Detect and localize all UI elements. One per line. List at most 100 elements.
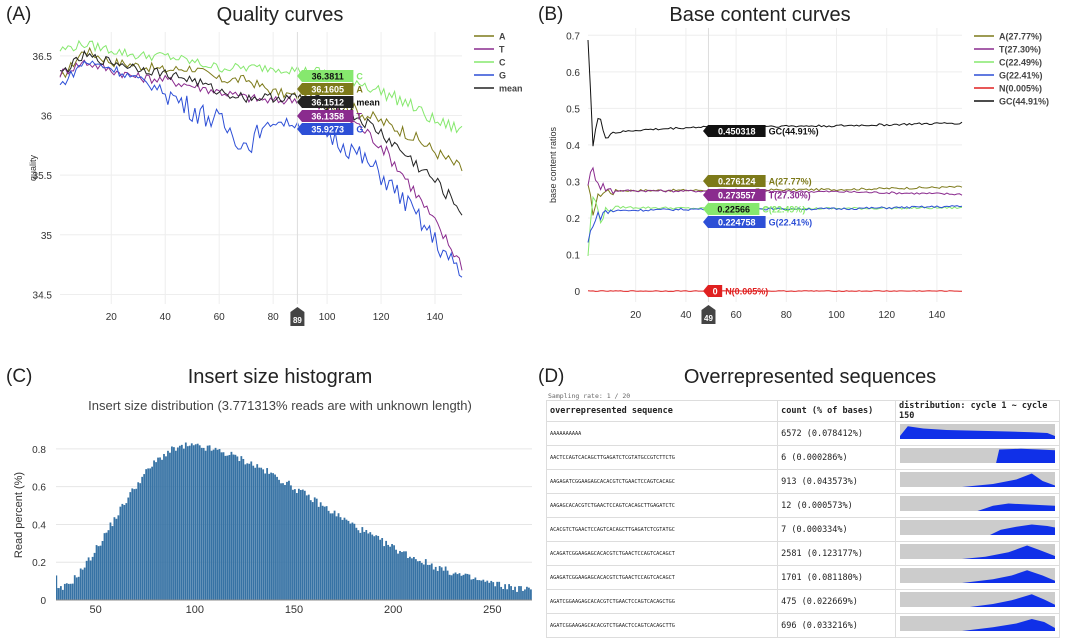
histogram-bar bbox=[319, 502, 322, 600]
x-tick-label: 250 bbox=[483, 604, 501, 616]
histogram-bar bbox=[480, 580, 483, 600]
histogram-bar bbox=[171, 446, 173, 600]
histogram-bar bbox=[450, 575, 453, 600]
y-tick-label: 0 bbox=[40, 596, 46, 607]
histogram-bar bbox=[506, 589, 509, 600]
histogram-bar bbox=[89, 560, 92, 600]
histogram-bar bbox=[371, 534, 374, 600]
distribution-cell bbox=[895, 469, 1060, 494]
cursor-value: 89 bbox=[293, 316, 302, 325]
histogram-bar bbox=[141, 476, 144, 600]
histogram-bar bbox=[184, 442, 187, 600]
histogram-bar bbox=[466, 573, 469, 600]
tooltip-box-A bbox=[297, 83, 354, 95]
histogram-bar bbox=[307, 494, 310, 600]
y-tick-label: 0.2 bbox=[32, 558, 46, 569]
histogram-bar bbox=[129, 492, 132, 600]
distribution-area bbox=[900, 594, 1055, 607]
histogram-bar bbox=[528, 587, 530, 600]
histogram-bar bbox=[119, 506, 122, 600]
histogram-bar bbox=[317, 506, 320, 600]
histogram-bar bbox=[147, 468, 150, 600]
histogram-bar bbox=[395, 549, 397, 600]
histogram-bar bbox=[111, 526, 114, 600]
sequence-cell: AAGAGATCGGAAGAGCACACGTCTGAACTCCAGTCACAGC bbox=[545, 469, 779, 494]
legend-label-gc: GC(44.91%) bbox=[999, 97, 1049, 107]
table-row: AAGAGATCGGAAGAGCACACGTCTGAACTCCAGTCACAGC… bbox=[545, 469, 1060, 494]
histogram-bar bbox=[329, 513, 332, 600]
histogram-bar bbox=[369, 532, 372, 600]
histogram-bar bbox=[458, 573, 461, 600]
table-row: ACAGATCGGAAGAGCACACGTCTGAACTCCAGTCACAGCT… bbox=[545, 541, 1060, 566]
histogram-bar bbox=[196, 443, 199, 600]
histogram-bar bbox=[165, 456, 167, 600]
tooltip-name-G: G(22.41%) bbox=[769, 218, 813, 228]
tooltip-value-G: 35.9273 bbox=[311, 125, 344, 135]
histogram-bar bbox=[436, 570, 439, 600]
histogram-bar bbox=[236, 456, 239, 600]
histogram-bar bbox=[258, 467, 261, 600]
histogram-bar bbox=[484, 581, 487, 600]
histogram-bar bbox=[246, 463, 249, 600]
histogram-bar bbox=[238, 461, 241, 600]
tooltip-name-T: T bbox=[356, 112, 362, 122]
series-line-mean bbox=[59, 49, 463, 216]
histogram-bar bbox=[77, 576, 80, 600]
sequence-cell: ACACGTCTGAACTCCAGTCACAGCTTGAGATCTCGTATGC bbox=[545, 517, 779, 542]
count-cell: 1701 (0.081180%) bbox=[777, 565, 896, 590]
histogram-bar bbox=[83, 567, 86, 600]
count-cell: 2581 (0.123177%) bbox=[777, 541, 896, 566]
histogram-bar bbox=[452, 573, 455, 600]
histogram-bar bbox=[399, 550, 401, 600]
histogram-bar bbox=[343, 517, 346, 600]
histogram-bar bbox=[81, 569, 84, 600]
table-row: AGATCGGAAGAGCACACGTCTGAACTCCAGTCACAGCTTG… bbox=[545, 613, 1060, 638]
x-tick-label: 40 bbox=[160, 312, 172, 323]
histogram-bar bbox=[272, 473, 274, 600]
histogram-bar bbox=[420, 562, 423, 600]
distribution-sparkline bbox=[900, 544, 1055, 559]
header-sequence: overrepresented sequence bbox=[545, 400, 779, 422]
tooltip-box-mean bbox=[297, 96, 354, 108]
histogram-bar bbox=[440, 567, 443, 600]
histogram-bar bbox=[290, 485, 292, 600]
sequence-cell: AAGAGCACACGTCTGAACTCCAGTCACAGCTTGAGATCTC bbox=[545, 493, 779, 518]
y-tick-label: 34.5 bbox=[33, 290, 53, 301]
histogram-bar bbox=[454, 572, 457, 600]
histogram-bar bbox=[397, 553, 399, 600]
histogram-bar bbox=[355, 527, 358, 600]
base-content-chart: 0.7 0.6 0.5 0.4 0.3 0.2 0.1 0 20 40 60 80 100 120 140 b… bbox=[548, 28, 1049, 324]
y-tick-label: 35 bbox=[41, 231, 53, 242]
x-tick-label: 100 bbox=[186, 604, 204, 616]
histogram-bar bbox=[220, 452, 223, 600]
histogram-bar bbox=[500, 586, 503, 600]
histogram-bar bbox=[512, 589, 514, 600]
histogram-bar bbox=[460, 575, 463, 600]
histogram-bar bbox=[434, 566, 437, 600]
tooltip-value-T: 0.273557 bbox=[718, 191, 756, 201]
sequence-cell: AAAAAAAAAA bbox=[545, 421, 779, 446]
histogram-bar bbox=[69, 583, 72, 600]
series-line-N bbox=[587, 290, 963, 292]
histogram-bar bbox=[208, 445, 211, 600]
histogram-bar bbox=[359, 532, 362, 600]
tooltip-box-gc bbox=[703, 125, 766, 137]
histogram-bar bbox=[222, 452, 225, 600]
histogram-bar bbox=[476, 580, 479, 600]
count-cell: 6572 (0.078412%) bbox=[777, 421, 896, 446]
tooltip-box-G bbox=[703, 216, 766, 228]
histogram-bar bbox=[422, 564, 425, 600]
tooltip-name-C: C bbox=[356, 72, 363, 82]
x-tick-label: 80 bbox=[268, 312, 280, 323]
distribution-cell bbox=[895, 541, 1060, 566]
histogram-bar bbox=[409, 556, 411, 600]
histogram-bar bbox=[280, 483, 282, 600]
histogram-bar bbox=[133, 489, 136, 600]
base-content-chart-title: Base content curves bbox=[669, 4, 851, 26]
histogram-bar bbox=[212, 449, 215, 600]
distribution-area bbox=[900, 503, 1055, 511]
panel-c-label: (C) bbox=[6, 366, 33, 387]
histogram-bar bbox=[180, 444, 183, 600]
tooltip-value-G: 0.224758 bbox=[718, 218, 756, 228]
histogram-bar bbox=[424, 559, 427, 600]
